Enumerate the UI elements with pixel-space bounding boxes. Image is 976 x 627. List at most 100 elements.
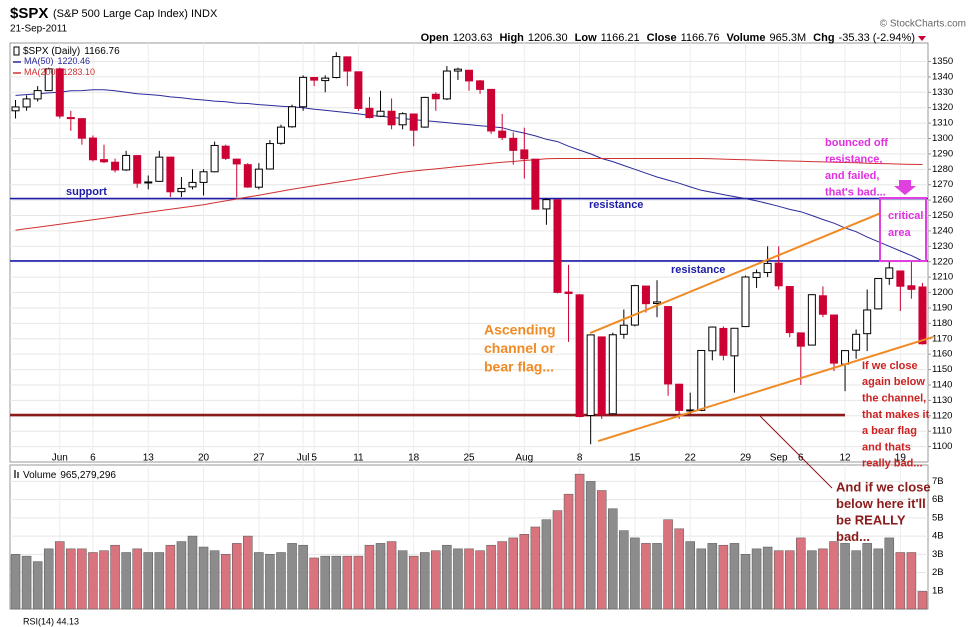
y-tick-label: 1140 — [932, 379, 952, 390]
annotation: support — [66, 186, 107, 198]
volume-bar — [187, 535, 198, 610]
volume-bar — [342, 555, 353, 610]
quote-value: 965.3M — [769, 32, 806, 44]
subtitle: (S&P 500 Large Cap Index) INDX — [53, 8, 218, 20]
annotation: resistance — [589, 199, 643, 211]
volume-bar — [530, 526, 541, 610]
candle-body — [653, 301, 662, 304]
quote-label: Volume — [727, 32, 766, 44]
candle-body — [719, 327, 728, 356]
x-tick-label: 25 — [463, 453, 475, 464]
volume-bar — [663, 519, 673, 610]
volume-bar — [331, 555, 342, 610]
volume-bar — [420, 552, 430, 610]
legend-name: $SPX (Daily) — [23, 46, 80, 57]
candle-body — [66, 117, 75, 120]
quote-value: 1166.21 — [601, 32, 640, 44]
volume-bar — [630, 537, 640, 610]
volume-bar — [209, 550, 220, 610]
volume-bar — [585, 481, 596, 610]
y-tick-label: 1280 — [932, 164, 953, 175]
candle-body — [166, 156, 175, 193]
y-tick-label: 1300 — [932, 133, 953, 144]
candle-body — [896, 270, 905, 287]
volume-tick-label: 5B — [932, 512, 944, 523]
volume-bar — [265, 554, 275, 610]
annotation: If we close — [862, 360, 918, 372]
candle-body — [575, 294, 584, 418]
volume-bar — [696, 548, 707, 610]
y-tick-label: 1120 — [932, 410, 952, 421]
y-tick-label: 1160 — [932, 349, 952, 360]
legend-value: 1220.46 — [58, 56, 91, 66]
moving-average — [15, 158, 923, 231]
volume-bar — [862, 543, 872, 610]
candle-body — [630, 285, 639, 326]
volume-bar — [884, 537, 895, 610]
candle-body — [752, 272, 761, 278]
volume-bar — [541, 519, 552, 610]
x-tick-label: 15 — [629, 453, 641, 464]
legend-entry: $SPX (Daily) 1166.76 — [23, 46, 120, 57]
quote-label: Open — [421, 32, 449, 44]
legend-icon — [17, 472, 19, 478]
legend-value: 965,279,296 — [60, 470, 116, 481]
y-tick-label: 1330 — [932, 87, 953, 98]
volume-bar — [729, 543, 740, 610]
annotation: bounced off — [825, 137, 888, 149]
candle-body — [907, 285, 916, 290]
candle-body — [608, 334, 617, 415]
y-tick-label: 1130 — [932, 395, 952, 406]
volume-tick-label: 3B — [932, 549, 944, 560]
volume-bar — [784, 550, 795, 610]
annotation: resistance — [671, 264, 725, 276]
y-tick-label: 1150 — [932, 364, 952, 375]
volume-bar — [276, 552, 286, 610]
candle-body — [276, 126, 285, 144]
volume-bar — [685, 541, 695, 610]
volume-bar — [840, 543, 850, 610]
candle-body — [88, 137, 97, 161]
volume-bar — [641, 543, 651, 610]
plot-layer: 1100111011201130114011501160117011801190… — [10, 32, 953, 626]
candle-body — [453, 68, 462, 72]
volume-bar — [77, 548, 87, 610]
annotation: Ascending — [484, 322, 556, 338]
quote-label: Close — [647, 32, 677, 44]
volume-tick-label: 2B — [932, 567, 944, 578]
annotation: that makes it — [862, 409, 930, 421]
candle-body — [619, 324, 628, 335]
volume-tick-label: 4B — [932, 531, 944, 542]
volume-bar — [364, 544, 375, 610]
volume-bar — [895, 552, 906, 610]
annotation: critical — [888, 210, 923, 222]
y-tick-label: 1310 — [932, 118, 953, 129]
volume-bar — [563, 493, 574, 610]
candle-body — [763, 262, 772, 274]
candle-body — [564, 291, 573, 294]
candle-body — [210, 144, 219, 173]
y-tick-label: 1350 — [932, 56, 953, 67]
annotation: and failed, — [825, 170, 879, 182]
volume-bar — [552, 510, 563, 610]
candle-body — [730, 327, 739, 357]
volume-bar — [707, 543, 718, 610]
annotation: below here it'll — [836, 496, 926, 511]
volume-bar — [431, 550, 441, 610]
y-tick-label: 1260 — [932, 195, 953, 206]
annotation: really bad... — [862, 458, 923, 470]
quote-label: Low — [575, 32, 597, 44]
channel-line — [597, 336, 934, 443]
candle-body — [221, 145, 230, 159]
candle-body — [796, 332, 805, 347]
candle-body — [586, 334, 595, 416]
candle-body — [741, 276, 750, 328]
candle-body — [708, 326, 717, 352]
candle-body — [874, 278, 883, 310]
volume-bar — [154, 552, 165, 610]
channel-line — [589, 212, 882, 334]
legend-value: 1166.76 — [84, 46, 120, 57]
annotation: And if we close — [836, 479, 931, 494]
candle-body — [431, 93, 440, 100]
annotation: bad... — [836, 529, 870, 544]
